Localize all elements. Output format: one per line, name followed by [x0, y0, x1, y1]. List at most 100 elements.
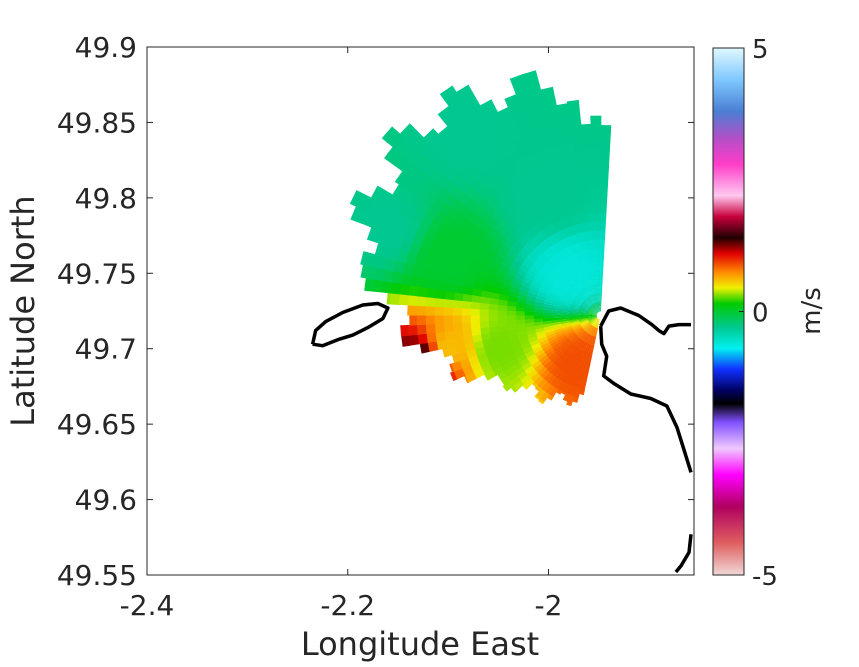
velocity-cell — [524, 272, 535, 281]
velocity-cell — [565, 355, 574, 365]
velocity-cell — [550, 354, 560, 364]
velocity-cell — [540, 381, 551, 393]
velocity-cell — [586, 335, 592, 345]
velocity-cell — [419, 342, 430, 354]
velocity-cell — [543, 99, 558, 112]
velocity-cell — [579, 370, 586, 382]
velocity-cell — [561, 323, 572, 329]
velocity-cell — [505, 353, 517, 363]
velocity-cell — [537, 241, 548, 253]
velocity-cell — [566, 403, 572, 407]
velocity-cell — [369, 213, 384, 231]
velocity-cell — [552, 325, 563, 331]
velocity-cell — [597, 301, 600, 312]
velocity-cell — [568, 264, 577, 275]
velocity-cell — [575, 294, 585, 302]
velocity-cell — [542, 300, 554, 306]
velocity-cell — [460, 307, 471, 316]
velocity-cell — [587, 311, 597, 315]
velocity-cell — [460, 92, 478, 109]
colorbar-tick-label: 0 — [752, 299, 769, 329]
velocity-cell — [594, 202, 602, 213]
velocity-cell — [551, 323, 562, 329]
velocity-cell — [439, 263, 452, 275]
velocity-cell — [510, 258, 522, 269]
velocity-cell — [496, 315, 507, 321]
velocity-cell — [373, 266, 386, 282]
velocity-cell — [583, 333, 590, 344]
velocity-cell — [586, 315, 597, 318]
velocity-cell — [570, 302, 581, 308]
velocity-cell — [449, 363, 455, 373]
velocity-cell — [573, 252, 581, 263]
velocity-cell — [529, 372, 541, 383]
velocity-cell — [536, 378, 548, 390]
velocity-cell — [550, 312, 561, 316]
velocity-cell — [590, 336, 595, 347]
velocity-cell — [582, 258, 589, 269]
x-tick-label: -2.4 — [120, 589, 175, 622]
velocity-cell — [460, 321, 472, 331]
velocity-cell — [557, 335, 568, 343]
velocity-cell — [543, 260, 554, 271]
velocity-cell — [392, 153, 410, 171]
velocity-cell — [542, 371, 553, 383]
velocity-cell — [593, 303, 599, 313]
velocity-cell — [409, 133, 427, 151]
velocity-cell — [587, 335, 593, 346]
velocity-cell — [575, 329, 585, 337]
velocity-cell — [505, 315, 516, 321]
velocity-cell — [566, 332, 576, 340]
velocity-cell — [480, 289, 492, 298]
velocity-cell — [552, 253, 562, 264]
velocity-cell — [572, 396, 579, 403]
velocity-cell — [560, 338, 570, 347]
velocity-cell — [530, 248, 541, 259]
velocity-cell — [588, 317, 598, 323]
velocity-cell — [565, 343, 574, 353]
velocity-cell — [564, 178, 575, 190]
velocity-cell — [570, 304, 581, 309]
velocity-cell — [415, 314, 426, 326]
velocity-cell — [597, 292, 600, 303]
velocity-cell — [527, 336, 539, 344]
velocity-cell — [452, 291, 464, 301]
velocity-cell — [528, 284, 540, 292]
velocity-cell — [591, 229, 597, 240]
velocity-cell — [597, 283, 600, 294]
velocity-cell — [539, 369, 550, 380]
velocity-cell — [557, 238, 567, 250]
velocity-cell — [535, 231, 546, 243]
velocity-cell — [513, 254, 525, 265]
velocity-cell — [416, 333, 428, 345]
velocity-cell — [542, 320, 553, 325]
velocity-cell — [600, 256, 604, 267]
velocity-cell — [393, 136, 411, 155]
velocity-cell — [546, 394, 554, 401]
velocity-cell — [569, 307, 580, 311]
velocity-cell — [600, 148, 610, 159]
velocity-cell — [541, 90, 556, 103]
velocity-cell — [543, 275, 554, 284]
velocity-cell — [548, 222, 559, 235]
velocity-cell — [540, 128, 554, 141]
velocity-cell — [489, 331, 500, 339]
velocity-cell — [582, 362, 588, 373]
velocity-cell — [557, 152, 569, 164]
velocity-cell — [393, 184, 409, 201]
velocity-cell — [581, 301, 591, 309]
velocity-cell — [563, 342, 573, 351]
velocity-cell — [533, 244, 544, 256]
velocity-cell — [461, 293, 473, 302]
velocity-cell — [573, 387, 581, 399]
velocity-cell — [463, 342, 476, 352]
velocity-cell — [531, 381, 538, 388]
velocity-cell — [577, 351, 585, 362]
velocity-cell — [586, 312, 597, 315]
velocity-cell — [590, 305, 598, 313]
velocity-cell — [382, 206, 397, 223]
y-axis-label: Latitude North — [4, 195, 42, 426]
velocity-cell — [570, 122, 583, 134]
velocity-cell — [490, 118, 506, 133]
velocity-cell — [600, 166, 609, 177]
